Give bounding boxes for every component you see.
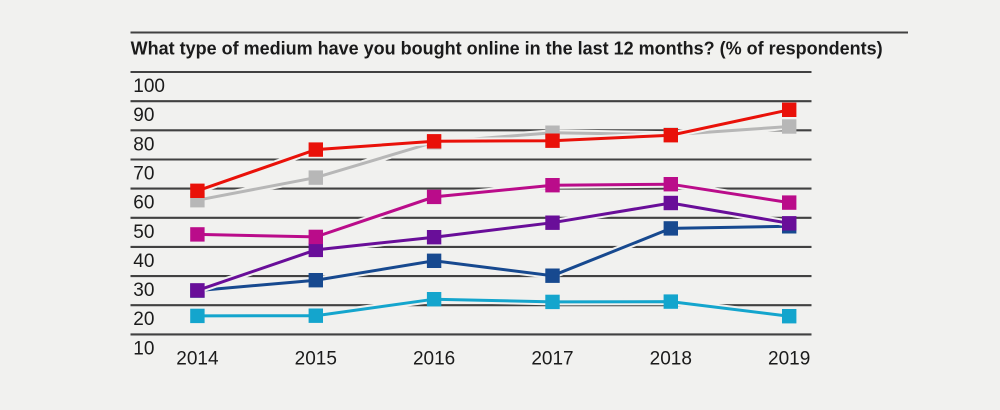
svg-text:20: 20 bbox=[133, 309, 154, 330]
svg-text:90: 90 bbox=[133, 105, 154, 126]
svg-text:70: 70 bbox=[133, 164, 154, 185]
svg-text:2018: 2018 bbox=[650, 349, 692, 370]
svg-text:80: 80 bbox=[133, 134, 154, 155]
svg-text:2015: 2015 bbox=[295, 349, 337, 370]
svg-text:100: 100 bbox=[133, 76, 165, 97]
svg-text:2019: 2019 bbox=[768, 349, 810, 370]
svg-text:2016: 2016 bbox=[413, 349, 455, 370]
svg-text:60: 60 bbox=[133, 193, 154, 214]
svg-text:10: 10 bbox=[133, 338, 154, 359]
svg-text:40: 40 bbox=[133, 251, 154, 272]
svg-text:30: 30 bbox=[133, 280, 154, 301]
svg-text:What type of medium have you b: What type of medium have you bought onli… bbox=[131, 38, 883, 58]
svg-text:50: 50 bbox=[133, 222, 154, 243]
svg-text:2017: 2017 bbox=[531, 349, 573, 370]
svg-text:2014: 2014 bbox=[176, 349, 219, 370]
